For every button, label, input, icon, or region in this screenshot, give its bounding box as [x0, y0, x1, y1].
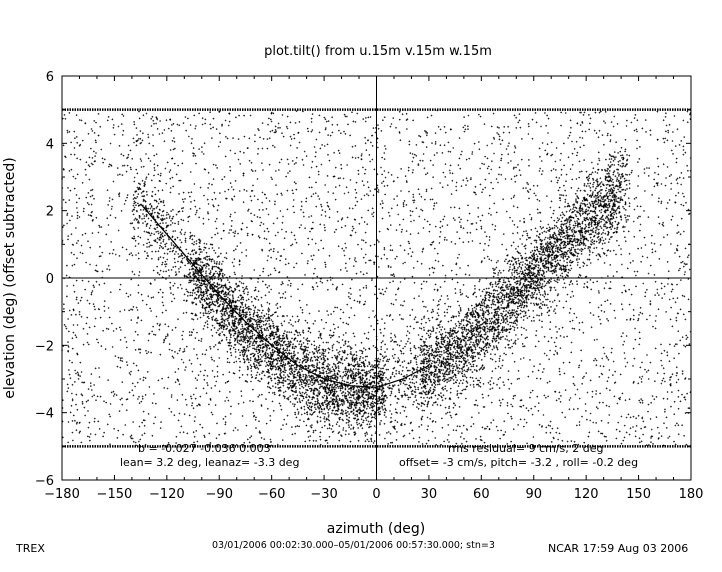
fit-curve — [140, 203, 430, 389]
x-tick-label: −120 — [149, 487, 185, 502]
footer-project-label: TREX — [16, 542, 45, 555]
y-tick-label: 6 — [46, 70, 54, 85]
chart-title: plot.tilt() from u.15m v.15m w.15m — [264, 44, 492, 59]
y-axis-ticks: −6 −4 −2 0 2 4 6 — [35, 70, 691, 489]
x-tick-label: −60 — [258, 487, 285, 502]
reference-lines — [62, 76, 691, 480]
x-tick-label: −30 — [310, 487, 337, 502]
x-tick-label: −150 — [97, 487, 133, 502]
y-tick-label: 0 — [46, 272, 54, 287]
annotation-left-2: lean= 3.2 deg, leanaz= -3.3 deg — [120, 456, 299, 469]
x-tick-label: 60 — [473, 487, 490, 502]
x-axis-label: azimuth (deg) — [327, 521, 425, 537]
x-tick-label: −90 — [206, 487, 233, 502]
y-tick-label: 2 — [46, 205, 54, 220]
x-tick-label: 120 — [574, 487, 599, 502]
scatter-points — [61, 109, 692, 447]
y-tick-label: 4 — [46, 137, 54, 152]
x-tick-label: 0 — [372, 487, 380, 502]
x-axis-ticks: −180 −150 −120 −90 −60 −30 0 30 60 90 120 150 180 — [44, 76, 703, 502]
x-tick-label: −180 — [44, 487, 80, 502]
fit-line — [140, 203, 430, 389]
x-tick-label: 30 — [421, 487, 438, 502]
y-axis-label: elevation (deg) (offset subtracted) — [2, 157, 18, 399]
footer-stamp: NCAR 17:59 Aug 03 2006 — [548, 542, 689, 555]
y-tick-label: −2 — [35, 339, 54, 354]
x-tick-label: 180 — [679, 487, 704, 502]
y-tick-label: −6 — [35, 474, 54, 489]
annotation-right-1: rms residual= 9 cm/s, 2 deg — [448, 442, 604, 455]
scatter-point-marks — [61, 109, 692, 447]
annotation-right-2: offset= -3 cm/s, pitch= -3.2 , roll= -0.… — [399, 456, 638, 469]
x-tick-label: 90 — [525, 487, 542, 502]
annotation-left-1: b = -0.027 -0.036 0.003 — [138, 442, 271, 455]
y-tick-label: −4 — [35, 407, 54, 422]
x-tick-label: 150 — [626, 487, 651, 502]
footer-time-range: 03/01/2006 00:02:30.000–05/01/2006 00:57… — [212, 540, 495, 551]
